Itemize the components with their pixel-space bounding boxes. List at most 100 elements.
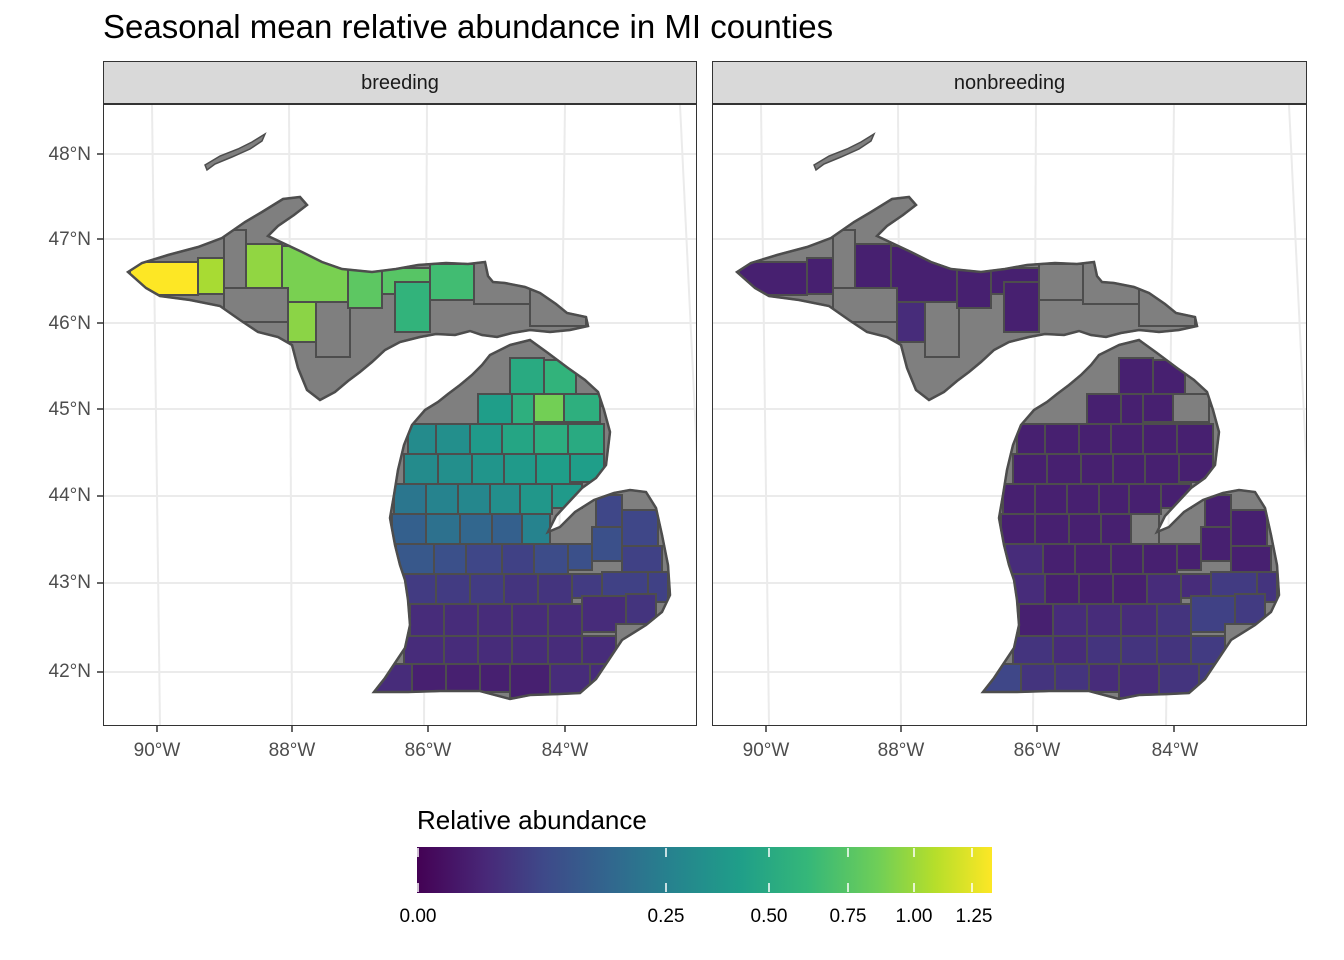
county-51 [501, 543, 535, 575]
county-23 [1078, 423, 1112, 455]
county-73 [1156, 635, 1192, 665]
legend-tick-05: 0.50 [750, 906, 788, 927]
county-43 [1130, 513, 1160, 545]
county-47 [621, 545, 663, 573]
county-79 [1088, 663, 1120, 693]
county-30 [1112, 453, 1146, 485]
county-81 [549, 663, 591, 697]
y-label-44: 44°N [48, 485, 91, 506]
county-17 [477, 393, 513, 427]
county-72 [511, 635, 549, 665]
county-52 [1142, 543, 1178, 575]
x-label-90-b: 90°W [742, 740, 790, 761]
county-58 [1146, 573, 1182, 605]
county-0 [738, 261, 808, 296]
county-3 [245, 243, 283, 289]
county-42 [1100, 513, 1132, 545]
county-22 [435, 423, 471, 455]
county-9 [1003, 281, 1040, 333]
county-55 [435, 573, 471, 605]
county-29 [1080, 453, 1114, 485]
county-45 [621, 509, 659, 547]
county-45 [1230, 509, 1268, 547]
y-label-42: 42°N [48, 661, 91, 682]
legend-tick-075: 0.75 [829, 906, 867, 927]
county-2 [832, 229, 856, 289]
county-37 [1128, 483, 1162, 515]
facet-strip-nonbreeding: nonbreeding [712, 61, 1307, 104]
county-33 [1002, 483, 1036, 515]
county-50 [465, 543, 503, 575]
y-label-46: 46°N [48, 313, 91, 334]
county-1 [806, 257, 834, 295]
county-52 [533, 543, 569, 575]
county-10 [1038, 263, 1084, 301]
county-26 [1176, 423, 1214, 455]
county-59 [571, 573, 603, 599]
county-2 [223, 229, 247, 289]
county-77 [411, 663, 447, 693]
county-41 [1068, 513, 1102, 545]
y-label-48: 48°N [48, 144, 91, 165]
county-15 [1152, 359, 1186, 395]
county-50 [1074, 543, 1112, 575]
x-label-86-a: 86°W [404, 740, 452, 761]
county-4 [281, 245, 349, 303]
county-80 [1118, 663, 1160, 699]
county-62 [1018, 603, 1054, 637]
county-59 [1180, 573, 1212, 599]
breeding-map [104, 105, 696, 725]
county-56 [469, 573, 505, 605]
county-70 [443, 635, 479, 665]
county-31 [535, 453, 571, 485]
county-65 [1120, 603, 1158, 637]
legend-tick-125: 1.25 [955, 906, 993, 927]
county-77 [1020, 663, 1056, 693]
county-53 [567, 543, 593, 571]
county-20 [1172, 393, 1210, 423]
county-69 [403, 635, 445, 665]
county-72 [1120, 635, 1158, 665]
county-60 [601, 571, 649, 597]
county-9 [394, 281, 431, 333]
county-27 [403, 453, 439, 485]
county-64 [477, 603, 513, 637]
y-label-47: 47°N [48, 229, 91, 250]
y-label-43: 43°N [48, 572, 91, 593]
county-63 [1052, 603, 1088, 637]
county-56 [1078, 573, 1114, 605]
county-43 [521, 513, 551, 545]
x-label-88-a: 88°W [268, 740, 316, 761]
county-29 [471, 453, 505, 485]
county-34 [425, 483, 459, 515]
county-27 [1012, 453, 1048, 485]
county-71 [477, 635, 513, 665]
county-35 [1066, 483, 1100, 515]
nonbreeding-map [713, 105, 1306, 725]
county-12 [529, 289, 587, 327]
county-80 [509, 663, 551, 699]
x-label-90-a: 90°W [133, 740, 181, 761]
county-46 [591, 526, 623, 562]
county-19 [1142, 393, 1174, 423]
county-37 [519, 483, 553, 515]
legend-tick-0: 0.00 [399, 906, 437, 927]
county-46 [1200, 526, 1232, 562]
county-49 [433, 543, 467, 575]
legend-colorbar [417, 847, 992, 893]
county-25 [1142, 423, 1178, 455]
county-3 [854, 243, 892, 289]
county-7 [956, 267, 992, 309]
county-78 [1054, 663, 1090, 693]
county-47 [1230, 545, 1272, 573]
legend-tick-025: 0.25 [647, 906, 685, 927]
county-30 [503, 453, 537, 485]
county-79 [479, 663, 511, 693]
county-53 [1176, 543, 1202, 571]
county-24 [1110, 423, 1144, 455]
county-36 [1098, 483, 1130, 515]
facet-label-nonbreeding: nonbreeding [953, 72, 1066, 94]
county-33 [393, 483, 427, 515]
county-74 [1190, 635, 1226, 665]
